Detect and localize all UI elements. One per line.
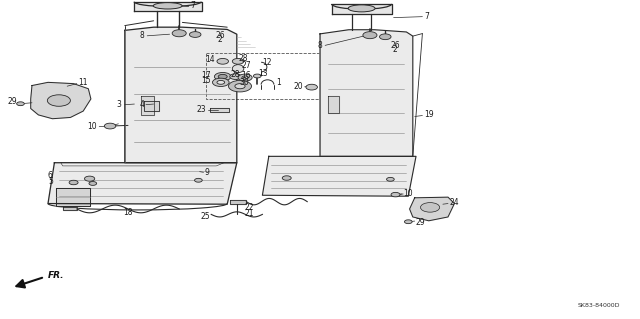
Polygon shape	[125, 27, 237, 163]
Circle shape	[218, 74, 227, 79]
Circle shape	[189, 32, 201, 37]
Circle shape	[306, 84, 317, 90]
Text: 25: 25	[200, 212, 210, 221]
Circle shape	[282, 176, 291, 180]
Circle shape	[235, 84, 245, 89]
Circle shape	[89, 182, 97, 185]
Text: 26: 26	[390, 41, 400, 50]
Circle shape	[380, 34, 391, 40]
Bar	[206, 53, 323, 99]
Circle shape	[69, 180, 78, 185]
Circle shape	[217, 80, 225, 84]
Polygon shape	[320, 30, 413, 156]
Polygon shape	[262, 156, 416, 196]
Text: 15: 15	[202, 76, 211, 85]
Circle shape	[363, 32, 377, 39]
Text: 16: 16	[241, 70, 251, 79]
Circle shape	[17, 102, 24, 106]
Text: 11: 11	[78, 78, 88, 87]
Circle shape	[217, 58, 228, 64]
Text: 28: 28	[238, 54, 248, 63]
Ellipse shape	[154, 3, 182, 9]
Polygon shape	[31, 82, 91, 119]
Polygon shape	[328, 96, 339, 113]
Ellipse shape	[232, 65, 244, 73]
Text: 30: 30	[239, 78, 249, 87]
Polygon shape	[332, 4, 392, 14]
Circle shape	[195, 178, 202, 182]
Text: 10: 10	[403, 189, 413, 198]
Circle shape	[242, 76, 248, 79]
Text: 19: 19	[424, 110, 434, 119]
Polygon shape	[134, 2, 202, 11]
Text: 7: 7	[424, 11, 429, 20]
Polygon shape	[63, 207, 77, 210]
Text: 24: 24	[449, 198, 459, 207]
Circle shape	[228, 80, 252, 92]
Text: 8: 8	[317, 41, 322, 50]
Text: 28: 28	[230, 70, 240, 79]
Polygon shape	[144, 101, 159, 111]
Text: 7: 7	[191, 1, 196, 10]
Polygon shape	[410, 197, 454, 221]
Polygon shape	[210, 108, 229, 112]
Text: 9: 9	[205, 168, 210, 177]
Text: 8: 8	[140, 31, 144, 40]
Circle shape	[404, 220, 412, 224]
Polygon shape	[61, 163, 224, 166]
Polygon shape	[56, 188, 90, 206]
Text: 1: 1	[276, 78, 281, 87]
Circle shape	[238, 74, 252, 81]
Circle shape	[84, 176, 95, 181]
Ellipse shape	[348, 5, 375, 12]
Polygon shape	[230, 200, 246, 204]
Text: 4: 4	[140, 100, 145, 109]
Circle shape	[230, 74, 241, 79]
Text: 22: 22	[244, 203, 254, 212]
Circle shape	[47, 95, 70, 106]
Text: 12: 12	[262, 58, 272, 67]
Text: 14: 14	[205, 55, 215, 63]
Circle shape	[232, 58, 244, 64]
Polygon shape	[48, 163, 237, 204]
Circle shape	[104, 123, 116, 129]
Circle shape	[212, 78, 229, 86]
Text: 29: 29	[8, 97, 17, 106]
Text: SK83-84000D: SK83-84000D	[577, 303, 620, 308]
Circle shape	[420, 203, 440, 212]
Text: 6: 6	[48, 171, 53, 180]
Text: 3: 3	[116, 100, 122, 109]
Text: 2: 2	[218, 35, 222, 44]
Text: 29: 29	[416, 218, 426, 227]
Circle shape	[253, 74, 261, 78]
Polygon shape	[141, 96, 154, 115]
Text: 18: 18	[124, 208, 133, 217]
Text: 20: 20	[293, 82, 303, 91]
Text: 2: 2	[392, 45, 397, 54]
Circle shape	[387, 177, 394, 181]
Text: 10: 10	[88, 122, 97, 131]
Text: 23: 23	[196, 105, 206, 114]
Circle shape	[172, 30, 186, 37]
Circle shape	[214, 72, 231, 81]
Text: 21: 21	[244, 209, 254, 218]
Circle shape	[391, 192, 400, 197]
Text: 27: 27	[242, 61, 252, 70]
Text: 17: 17	[202, 71, 211, 80]
Text: 26: 26	[216, 31, 225, 40]
Text: 5: 5	[48, 177, 53, 186]
Text: FR.: FR.	[48, 271, 65, 280]
Text: 13: 13	[259, 69, 268, 78]
